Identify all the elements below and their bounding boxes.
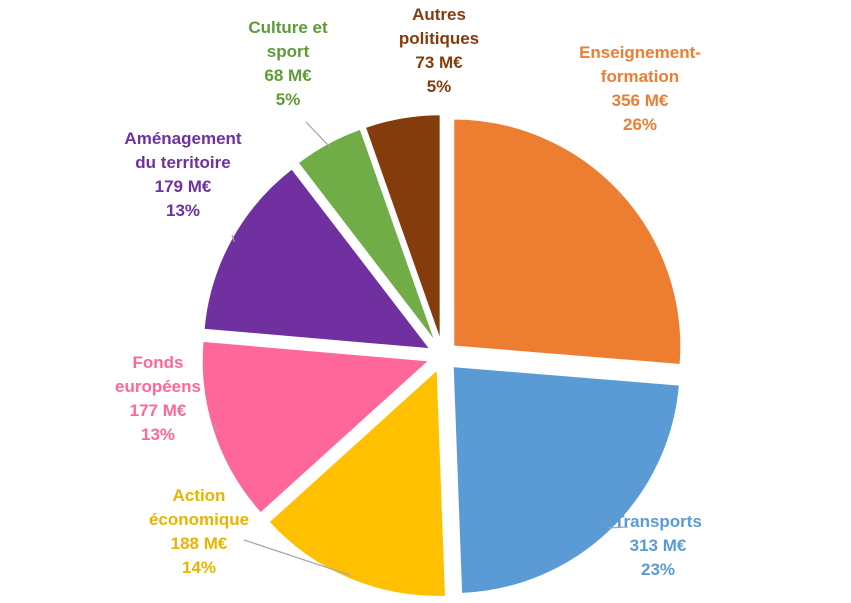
slice-label-line: 177 M€ <box>130 401 187 420</box>
slice-label-line: économique <box>149 510 249 529</box>
slice-label-line: 179 M€ <box>155 177 212 196</box>
leader-line-4 <box>231 234 235 242</box>
slice-label-line: du territoire <box>135 153 230 172</box>
slice-label-line: Action <box>173 486 226 505</box>
slice-label-line: 14% <box>182 558 216 577</box>
slice-label-line: 313 M€ <box>630 536 687 555</box>
pie-slice-6 <box>363 113 442 343</box>
slice-label-6: Autres politiques 73 M€ 5% <box>399 5 479 96</box>
slice-label-5: Culture et sport 68 M€ 5% <box>248 18 328 109</box>
slice-label-4: Aménagement du territoire 179 M€ 13% <box>124 129 241 220</box>
slice-label-line: 68 M€ <box>264 66 312 85</box>
slice-label-0: Enseignement-formation 356 M€ 26% <box>579 43 701 134</box>
slice-label-line: politiques <box>399 29 479 48</box>
leader-line-0 <box>617 194 623 199</box>
pie-slice-1 <box>451 365 682 595</box>
pie-slice-4 <box>202 166 433 351</box>
pie-slice-0 <box>452 117 683 367</box>
slice-label-line: 5% <box>427 77 452 96</box>
slice-labels: Enseignement-formation 356 M€ 26% Transport… <box>115 5 702 579</box>
leader-line-5 <box>305 121 331 148</box>
slice-label-line: sport <box>267 42 310 61</box>
slice-label-line: 73 M€ <box>415 53 463 72</box>
slice-label-line: 26% <box>623 115 657 134</box>
leader-line-3 <box>214 423 218 433</box>
leader-lines <box>214 121 629 576</box>
slice-label-line: 188 M€ <box>171 534 228 553</box>
pie-slices <box>200 113 683 598</box>
pie-slice-5 <box>296 127 438 345</box>
leader-line-1 <box>607 526 629 529</box>
slice-label-line: Fonds <box>133 353 184 372</box>
slice-label-line: Culture et <box>248 18 328 37</box>
slice-label-line: 13% <box>141 425 175 444</box>
pie-slice-2 <box>267 366 448 598</box>
slice-label-line: formation <box>601 67 679 86</box>
slice-label-1: Transports 313 M€ 23% <box>614 512 702 579</box>
leader-line-2 <box>243 539 351 576</box>
slice-label-line: 13% <box>166 201 200 220</box>
slice-label-line: 5% <box>276 90 301 109</box>
slice-label-line: Autres <box>412 5 466 24</box>
slice-label-line: Aménagement <box>124 129 241 148</box>
slice-label-line: 356 M€ <box>612 91 669 110</box>
slice-label-3: Fonds européens 177 M€ 13% <box>115 353 201 444</box>
slice-label-line: Enseignement- <box>579 43 701 62</box>
slice-label-2: Action économique 188 M€ 14% <box>149 486 249 577</box>
slice-label-line: européens <box>115 377 201 396</box>
pie-slice-3 <box>200 339 433 515</box>
slice-label-line: 23% <box>641 560 675 579</box>
slice-label-line: Transports <box>614 512 702 531</box>
